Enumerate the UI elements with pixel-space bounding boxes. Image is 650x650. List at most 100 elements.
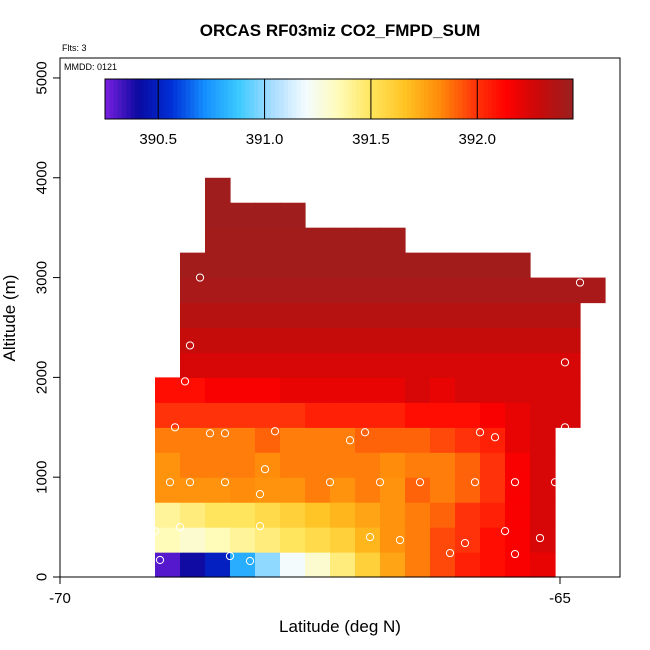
heatmap-cell (330, 302, 356, 329)
observation-marker (255, 490, 265, 499)
colorbar-swatch (117, 79, 123, 119)
observation-marker (220, 478, 230, 487)
heatmap-cell (280, 352, 306, 378)
colorbar-swatch (287, 79, 293, 119)
heatmap-cell (380, 477, 406, 503)
heatmap-cell (505, 427, 531, 453)
observation-marker (470, 478, 480, 487)
heatmap-cell (530, 327, 556, 354)
heatmap-cell (280, 377, 306, 403)
heatmap-cell (455, 452, 481, 478)
observation-marker (170, 423, 180, 432)
heatmap-cell (355, 552, 381, 578)
heatmap-cell (330, 452, 356, 478)
heatmap-cell (255, 227, 281, 254)
colorbar-swatch (326, 79, 331, 119)
heatmap-cell (255, 327, 281, 354)
colorbar-swatch (377, 79, 383, 119)
heatmap-cell (330, 477, 356, 503)
colorbar-swatch (224, 79, 229, 119)
heatmap-cell (255, 452, 281, 478)
observation-marker (490, 433, 500, 442)
observation-marker (150, 526, 160, 536)
heatmap-cell (480, 552, 506, 578)
colorbar-swatch (517, 79, 523, 119)
observation-marker (175, 523, 185, 532)
heatmap-cell (205, 502, 231, 528)
x-tick-label: -70 (49, 590, 71, 607)
colorbar-swatch (304, 79, 310, 119)
heatmap-cell (380, 402, 406, 428)
heatmap-cell (230, 352, 256, 378)
heatmap-cell (155, 477, 181, 503)
heatmap-cell (380, 452, 406, 478)
heatmap-cell (355, 427, 381, 453)
colorbar-swatch (309, 79, 314, 119)
heatmap-cell (430, 352, 456, 378)
heatmap-cell (230, 427, 256, 453)
colorbar-swatch (275, 79, 280, 119)
observation-marker (510, 478, 520, 487)
heatmap-cell (580, 277, 606, 304)
colorbar-swatch (385, 79, 391, 119)
heatmap-cell (180, 527, 206, 553)
colorbar-swatch (373, 79, 378, 119)
heatmap-cell (255, 402, 281, 428)
colorbar-swatch (296, 79, 302, 119)
heatmap-cell (455, 277, 481, 304)
heatmap-cell (230, 202, 256, 229)
colorbar-swatch (449, 79, 455, 119)
heatmap-cell (480, 277, 506, 304)
heatmap-cell (505, 277, 531, 304)
heatmap-cell (530, 402, 556, 428)
heatmap-cell (455, 402, 481, 428)
colorbar-swatch (436, 79, 442, 119)
heatmap-cell (180, 477, 206, 503)
observation-marker (225, 551, 235, 561)
heatmap-cell (305, 277, 331, 304)
observation-marker (475, 428, 485, 437)
heatmap-cell (230, 252, 256, 279)
colorbar-swatch (390, 79, 395, 119)
colorbar-swatch (398, 79, 404, 119)
heatmap-cell (530, 502, 556, 528)
heatmap-cell (330, 277, 356, 304)
colorbar-swatch (500, 79, 506, 119)
heatmap-cell (180, 352, 206, 378)
heatmap-cell (155, 427, 181, 453)
heatmap-cell (180, 377, 206, 403)
observation-marker (185, 478, 195, 487)
heatmap-cell (530, 427, 556, 453)
flights-label: Flts: 3 (62, 43, 87, 53)
heatmap-cell (205, 452, 231, 478)
observation-marker (510, 549, 520, 559)
colorbar-swatch (321, 79, 327, 119)
heatmap-cell (255, 352, 281, 378)
colorbar-swatch (109, 79, 114, 119)
colorbar-swatch (551, 79, 557, 119)
heatmap-cell (505, 377, 531, 403)
observation-marker (260, 465, 270, 474)
heatmap-cell (280, 327, 306, 354)
heatmap-cell (230, 302, 256, 329)
colorbar-swatch (292, 79, 297, 119)
colorbar-swatch (151, 79, 157, 119)
colorbar-frame (104, 78, 574, 120)
colorbar-swatch (526, 79, 531, 119)
observation-marker (255, 522, 265, 531)
heatmap-cell (280, 477, 306, 503)
heatmap-cell (505, 527, 531, 553)
heatmap-cell (505, 352, 531, 378)
colorbar-swatch (419, 79, 425, 119)
colorbar-swatch (258, 79, 263, 119)
observation-marker (535, 533, 545, 543)
heatmap-cell (330, 352, 356, 378)
colorbar-swatch (509, 79, 514, 119)
heatmap-cell (405, 302, 431, 329)
heatmap-cell (205, 277, 231, 304)
observation-marker (180, 377, 190, 386)
heatmap-cell (305, 252, 331, 279)
heatmap-cell (205, 227, 231, 254)
colorbar-swatch (190, 79, 195, 119)
